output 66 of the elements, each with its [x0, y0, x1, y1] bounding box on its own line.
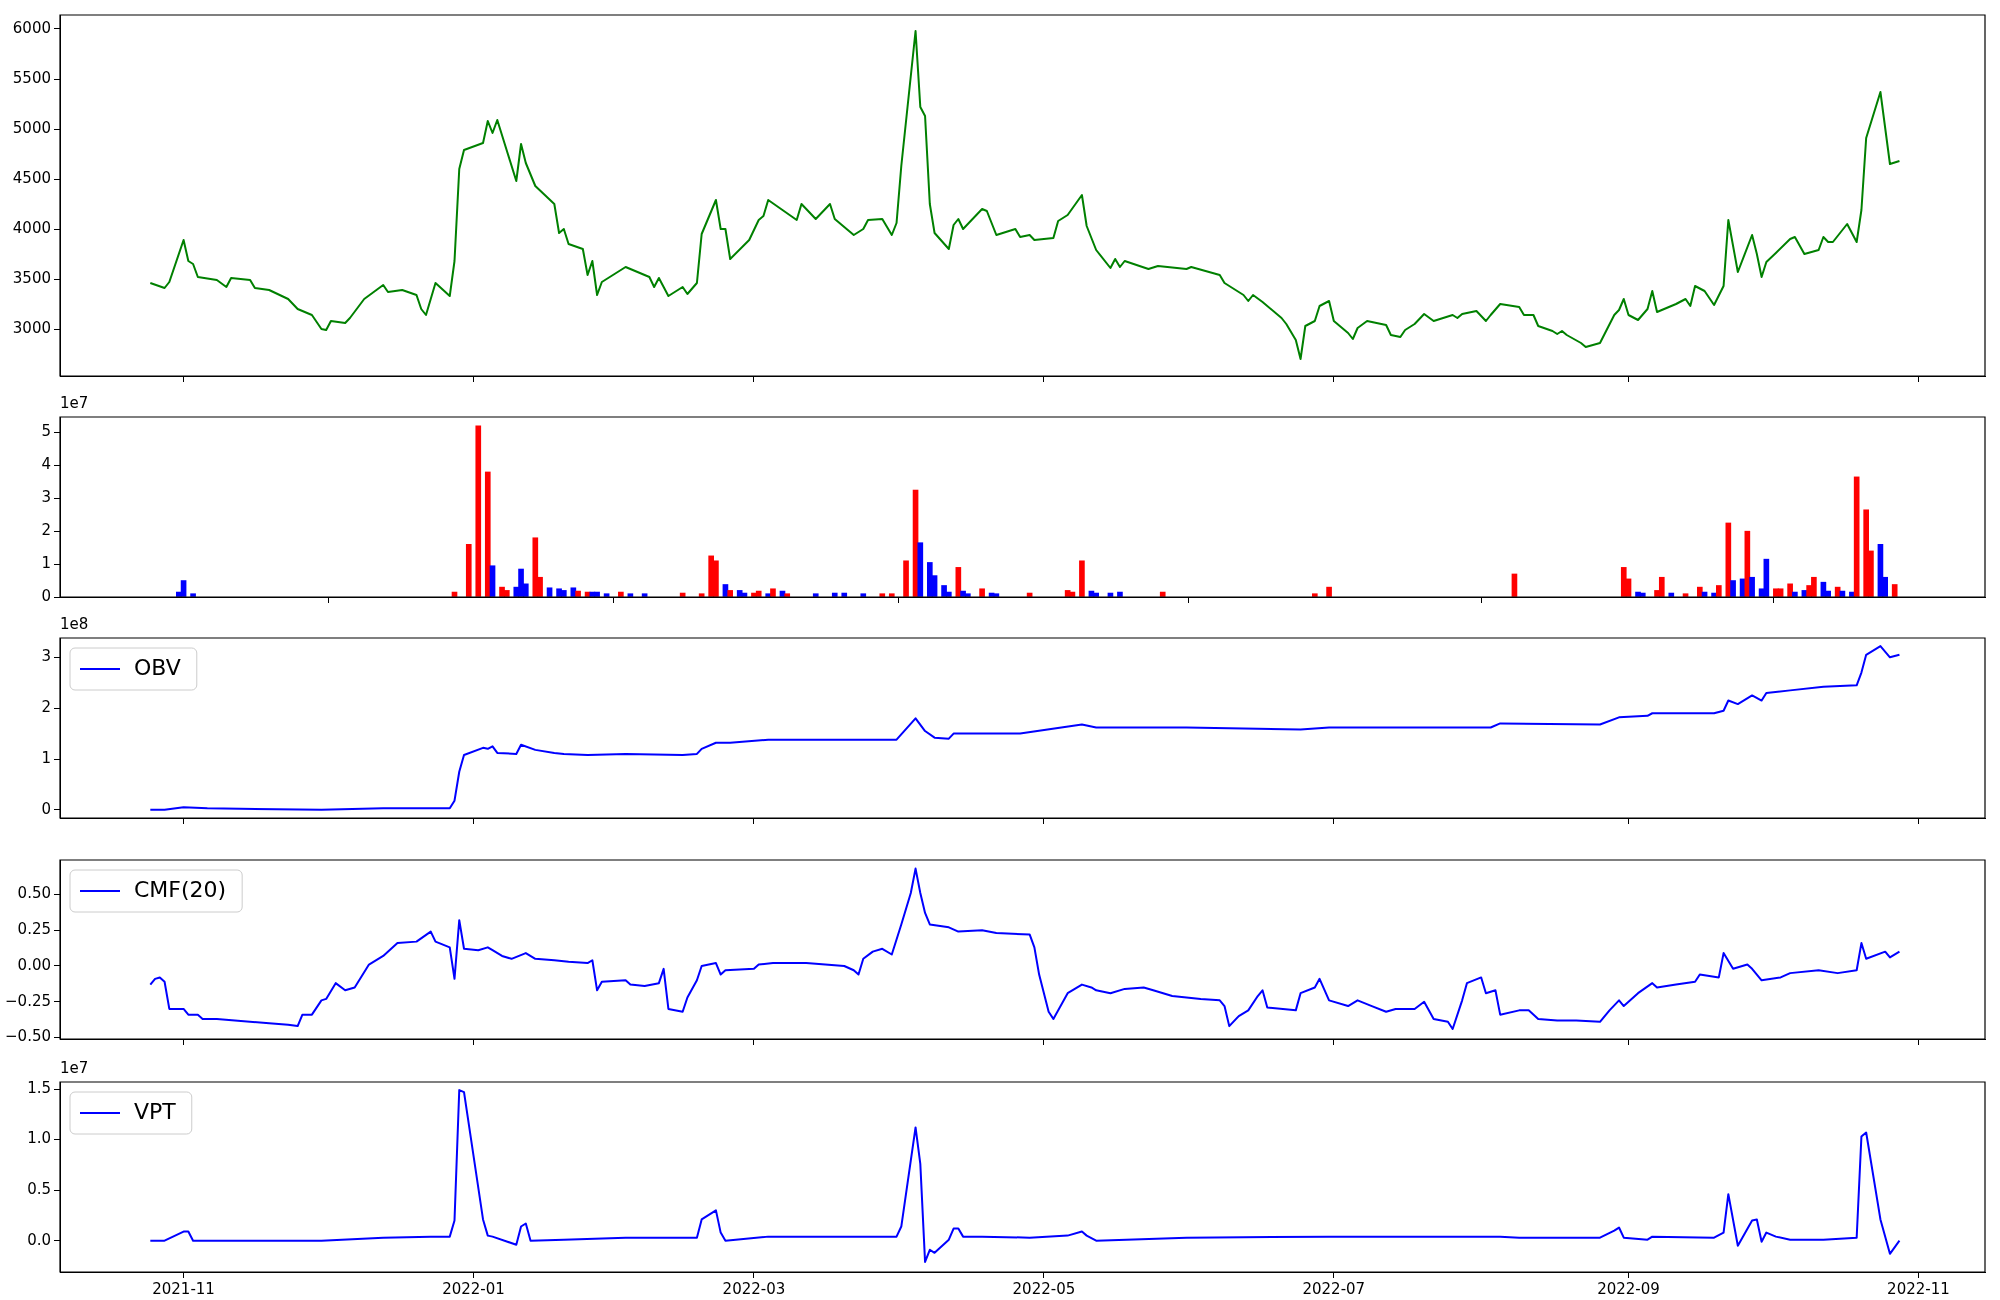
bar — [1787, 583, 1793, 597]
bar — [1891, 584, 1898, 597]
bar — [727, 590, 734, 597]
bar — [1079, 560, 1085, 597]
bar — [1749, 576, 1755, 597]
bar — [979, 588, 985, 597]
bar — [879, 593, 886, 597]
bar — [770, 588, 776, 597]
y-tick-label: 2 — [41, 698, 51, 717]
bar — [784, 593, 791, 597]
bar — [860, 593, 867, 597]
y-tick-label: 0.5 — [27, 1180, 51, 1199]
y-tick-label: 4000 — [12, 218, 51, 237]
y-tick-label: 3 — [41, 488, 51, 507]
bar — [812, 593, 819, 597]
bar — [475, 425, 482, 597]
bar — [465, 544, 472, 597]
y-tick-label: 1.0 — [27, 1129, 51, 1148]
bar — [903, 560, 909, 597]
y-tick-label: 6000 — [12, 18, 51, 37]
x-tick-label: 2022-09 — [1597, 1279, 1660, 1298]
x-tick-label: 2022-01 — [442, 1279, 505, 1298]
bar — [484, 471, 491, 597]
y-tick-label: −0.25 — [5, 991, 51, 1010]
y-tick-label: −0.50 — [5, 1027, 51, 1046]
bar — [1716, 585, 1722, 597]
bar — [1326, 586, 1332, 597]
legend-label: CMF(20) — [134, 876, 227, 902]
bar — [926, 562, 933, 597]
y-tick-label: 1.5 — [27, 1078, 51, 1097]
bar — [1311, 593, 1318, 597]
text: 1e7 — [60, 1059, 89, 1078]
legend-label: OBV — [134, 654, 181, 680]
bar — [1620, 567, 1627, 597]
y-tick-label: 5500 — [12, 68, 51, 87]
bar — [503, 590, 510, 597]
y-tick-label: 1 — [41, 748, 51, 767]
y-tick-label: 3 — [41, 647, 51, 666]
y-tick-label: 0.0 — [27, 1230, 51, 1249]
bar — [532, 537, 539, 597]
y-tick-label: 0.50 — [17, 884, 51, 903]
y-tick-label: 3000 — [12, 318, 51, 337]
x-tick-label: 2022-07 — [1302, 1279, 1366, 1298]
x-tick-label: 2021-11 — [152, 1279, 215, 1298]
bar — [917, 542, 924, 597]
legend-label: VPT — [134, 1098, 177, 1124]
bar — [888, 593, 895, 597]
y-tick-label: 0 — [41, 799, 51, 818]
x-tick-label: 2022-11 — [1887, 1279, 1950, 1298]
y-tick-label: 5 — [41, 422, 51, 441]
bar — [1658, 576, 1665, 597]
y-tick-label: 0.00 — [17, 955, 51, 974]
y-tick-label: 0 — [41, 586, 51, 605]
y-tick-label: 1 — [41, 553, 51, 572]
y-tick-label: 4 — [41, 455, 51, 474]
x-tick-label: 2022-05 — [1012, 1279, 1076, 1298]
y-tick-label: 4500 — [12, 168, 51, 187]
y-tick-label: 5000 — [12, 118, 51, 137]
y-tick-label: 2 — [41, 521, 51, 540]
y-tick-label: 0.25 — [17, 920, 51, 939]
text: 1e7 — [60, 394, 89, 413]
text: 1e8 — [60, 615, 89, 634]
bar — [1730, 580, 1736, 597]
x-tick-label: 2022-03 — [722, 1279, 786, 1298]
y-tick-label: 3500 — [12, 268, 51, 287]
bar — [190, 593, 196, 597]
